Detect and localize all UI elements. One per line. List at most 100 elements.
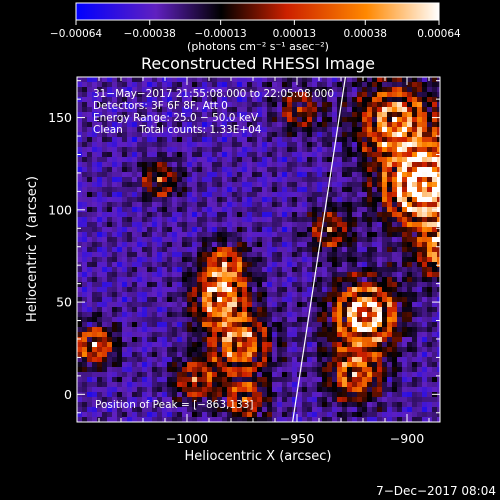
heatmap-cell <box>187 347 193 353</box>
heatmap-cell <box>82 352 88 358</box>
heatmap-cell <box>382 357 388 363</box>
heatmap-cell <box>392 332 398 338</box>
heatmap-cell <box>242 232 248 238</box>
heatmap-cell <box>392 167 398 173</box>
heatmap-cell <box>412 82 418 88</box>
heatmap-cell <box>387 292 393 298</box>
heatmap-cell <box>157 177 163 183</box>
heatmap-cell <box>332 407 338 413</box>
heatmap-cell <box>397 92 403 98</box>
heatmap-cell <box>367 397 373 403</box>
colorbar-tick-label: −0.00038 <box>124 28 176 40</box>
heatmap-cell <box>202 252 208 258</box>
heatmap-cell <box>397 197 403 203</box>
heatmap-cell <box>397 282 403 288</box>
heatmap-cell <box>402 222 408 228</box>
heatmap-cell <box>352 277 358 283</box>
heatmap-cell <box>112 102 118 108</box>
heatmap-cell <box>227 97 233 103</box>
heatmap-cell <box>267 342 273 348</box>
heatmap-cell <box>437 367 440 373</box>
heatmap-cell <box>192 97 198 103</box>
heatmap-cell <box>422 157 428 163</box>
heatmap-cell <box>412 297 418 303</box>
heatmap-cell <box>162 257 168 263</box>
heatmap-cell <box>232 162 238 168</box>
heatmap-cell <box>177 97 183 103</box>
heatmap-cell <box>277 267 283 273</box>
heatmap-cell <box>157 282 163 288</box>
heatmap-cell <box>432 162 438 168</box>
heatmap-cell <box>152 102 158 108</box>
heatmap-cell <box>177 152 183 158</box>
heatmap-cell <box>427 312 433 318</box>
heatmap-cell <box>327 287 333 293</box>
heatmap-cell <box>357 247 363 253</box>
heatmap-cell <box>312 362 318 368</box>
heatmap-cell <box>222 77 228 83</box>
heatmap-cell <box>407 82 413 88</box>
heatmap-cell <box>217 107 223 113</box>
heatmap-cell <box>167 267 173 273</box>
heatmap-cell <box>177 362 183 368</box>
heatmap-cell <box>272 267 278 273</box>
heatmap-cell <box>332 207 338 213</box>
heatmap-cell <box>327 222 333 228</box>
heatmap-cell <box>167 247 173 253</box>
heatmap-cell <box>382 257 388 263</box>
heatmap-cell <box>367 182 373 188</box>
heatmap-cell <box>317 82 323 88</box>
heatmap-cell <box>77 412 83 418</box>
heatmap-cell <box>147 322 153 328</box>
heatmap-cell <box>407 247 413 253</box>
heatmap-cell <box>362 317 368 323</box>
heatmap-cell <box>212 227 218 233</box>
heatmap-cell <box>297 342 303 348</box>
heatmap-cell <box>352 352 358 358</box>
heatmap-cell <box>322 327 328 333</box>
heatmap-cell <box>277 337 283 343</box>
heatmap-cell <box>137 92 143 98</box>
heatmap-cell <box>162 222 168 228</box>
heatmap-cell <box>352 297 358 303</box>
heatmap-cell <box>302 227 308 233</box>
heatmap-cell <box>377 157 383 163</box>
heatmap-cell <box>432 357 438 363</box>
heatmap-cell <box>227 92 233 98</box>
heatmap-cell <box>152 207 158 213</box>
heatmap-cell <box>377 97 383 103</box>
heatmap-cell <box>357 327 363 333</box>
heatmap-cell <box>382 192 388 198</box>
heatmap-cell <box>427 207 433 213</box>
heatmap-cell <box>437 287 440 293</box>
heatmap-cell <box>197 197 203 203</box>
heatmap-cell <box>407 392 413 398</box>
heatmap-cell <box>162 292 168 298</box>
heatmap-cell <box>357 167 363 173</box>
heatmap-cell <box>212 382 218 388</box>
heatmap-cell <box>392 292 398 298</box>
heatmap-cell <box>212 112 218 118</box>
heatmap-cell <box>197 212 203 218</box>
heatmap-cell <box>417 377 423 383</box>
heatmap-cell <box>82 232 88 238</box>
heatmap-cell <box>422 237 428 243</box>
heatmap-cell <box>117 127 123 133</box>
heatmap-cell <box>332 197 338 203</box>
heatmap-cell <box>377 297 383 303</box>
heatmap-cell <box>152 272 158 278</box>
heatmap-cell <box>322 317 328 323</box>
heatmap-cell <box>232 147 238 153</box>
heatmap-cell <box>417 137 423 143</box>
heatmap-cell <box>112 167 118 173</box>
heatmap-cell <box>327 247 333 253</box>
heatmap-cell <box>102 122 108 128</box>
heatmap-cell <box>372 352 378 358</box>
heatmap-cell <box>332 287 338 293</box>
heatmap-cell <box>182 197 188 203</box>
heatmap-cell <box>132 187 138 193</box>
heatmap-cell <box>267 227 273 233</box>
heatmap-cell <box>322 202 328 208</box>
heatmap-cell <box>142 337 148 343</box>
heatmap-cell <box>367 292 373 298</box>
